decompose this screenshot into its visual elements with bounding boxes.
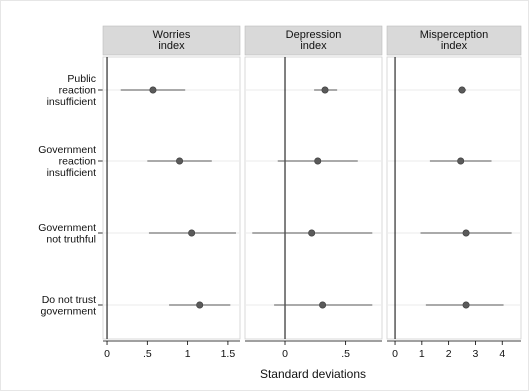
point-estimate xyxy=(188,229,196,237)
point-estimate xyxy=(462,301,470,309)
category-label-line: Public xyxy=(67,73,96,85)
category-label-line: Do not trust xyxy=(42,294,96,306)
x-tick-label: 1.5 xyxy=(221,348,236,360)
point-estimate xyxy=(462,229,470,237)
panel-title: Depression index xyxy=(286,29,342,52)
category-label-1: Public reaction insufficient xyxy=(47,73,97,108)
panel-plot-area xyxy=(102,56,241,340)
category-label-line: insufficient xyxy=(47,167,97,179)
category-label-line: Government xyxy=(38,144,96,156)
x-tick-label: 0 xyxy=(282,348,288,360)
x-tick-label: 1 xyxy=(185,348,191,360)
x-tick-label: 4 xyxy=(499,348,505,360)
category-label-line: insufficient xyxy=(47,96,97,108)
point-estimate xyxy=(319,301,327,309)
panel-header xyxy=(244,25,383,56)
x-tick-label: 3 xyxy=(473,348,479,360)
panel-title: Misperception index xyxy=(420,29,488,52)
point-estimate xyxy=(308,229,316,237)
x-tick-label: .5 xyxy=(143,348,152,360)
category-label-line: reaction xyxy=(59,156,97,168)
panel-plot-area xyxy=(386,56,522,340)
panel-title: Worries index xyxy=(153,29,191,52)
panel-title-line: Worries xyxy=(153,29,191,41)
panel-plot-area xyxy=(244,56,383,340)
x-tick-label: .5 xyxy=(341,348,350,360)
x-tick-label: 2 xyxy=(446,348,452,360)
category-label-2: Government reaction insufficient xyxy=(38,144,96,179)
point-estimate xyxy=(149,86,157,94)
x-tick-label: 0 xyxy=(392,348,398,360)
point-estimate xyxy=(176,157,184,165)
x-tick-label: 1 xyxy=(419,348,425,360)
panel-title-line: index xyxy=(158,40,185,52)
x-tick-label: 0 xyxy=(104,348,110,360)
point-estimate xyxy=(458,86,466,94)
point-estimate xyxy=(457,157,465,165)
panel-title-line: Depression xyxy=(286,29,342,41)
panel-header xyxy=(102,25,241,56)
category-label-line: reaction xyxy=(59,85,97,97)
category-label-line: not truthful xyxy=(46,233,96,245)
panel-title-line: index xyxy=(441,40,468,52)
panel-title-line: Misperception xyxy=(420,29,488,41)
panel-1: Worries index 0 .5 1 1.5 xyxy=(102,25,241,360)
category-label-4: Do not trust government xyxy=(41,294,97,318)
x-axis-label: Standard deviations xyxy=(260,367,366,381)
point-estimate xyxy=(196,301,204,309)
panel-3: Misperception index 0 1 2 3 4 xyxy=(386,25,522,360)
point-estimate xyxy=(321,86,329,94)
panel-header xyxy=(386,25,522,56)
panel-title-line: index xyxy=(300,40,327,52)
panel-2: Depression index 0 .5 xyxy=(244,25,383,360)
category-label-line: government xyxy=(41,305,97,317)
category-label-line: Government xyxy=(38,222,96,234)
point-estimate xyxy=(314,157,322,165)
category-label-3: Government not truthful xyxy=(38,222,96,246)
